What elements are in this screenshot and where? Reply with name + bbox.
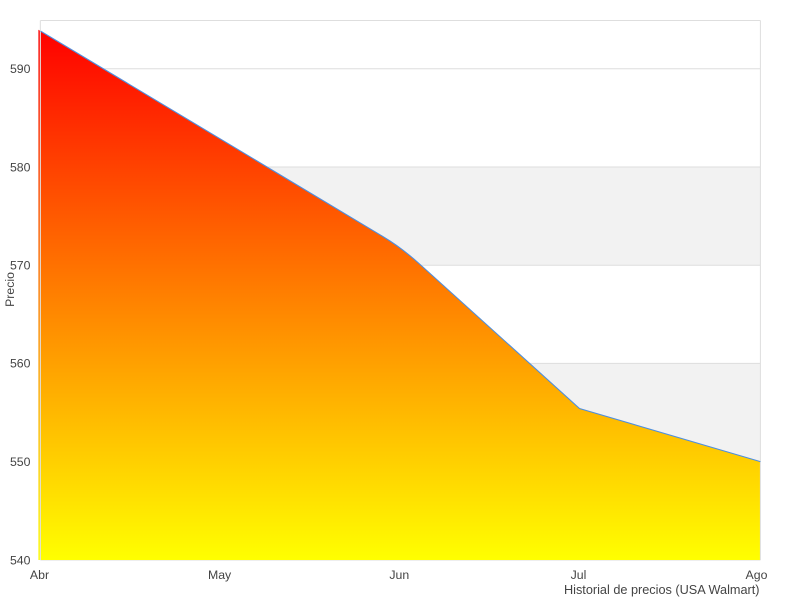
svg-text:580: 580 [10,160,31,174]
svg-text:Precio: Precio [3,272,17,307]
svg-text:May: May [208,568,232,582]
svg-text:590: 590 [10,62,31,76]
svg-text:570: 570 [10,259,31,273]
svg-text:Abr: Abr [30,568,49,582]
svg-text:Jun: Jun [389,568,409,582]
svg-text:550: 550 [10,455,31,469]
svg-text:Ago: Ago [746,568,768,582]
svg-text:Jul: Jul [571,568,587,582]
svg-text:540: 540 [10,553,31,567]
svg-text:560: 560 [10,357,31,371]
svg-text:Historial de precios (USA Walm: Historial de precios (USA Walmart) [564,583,760,597]
